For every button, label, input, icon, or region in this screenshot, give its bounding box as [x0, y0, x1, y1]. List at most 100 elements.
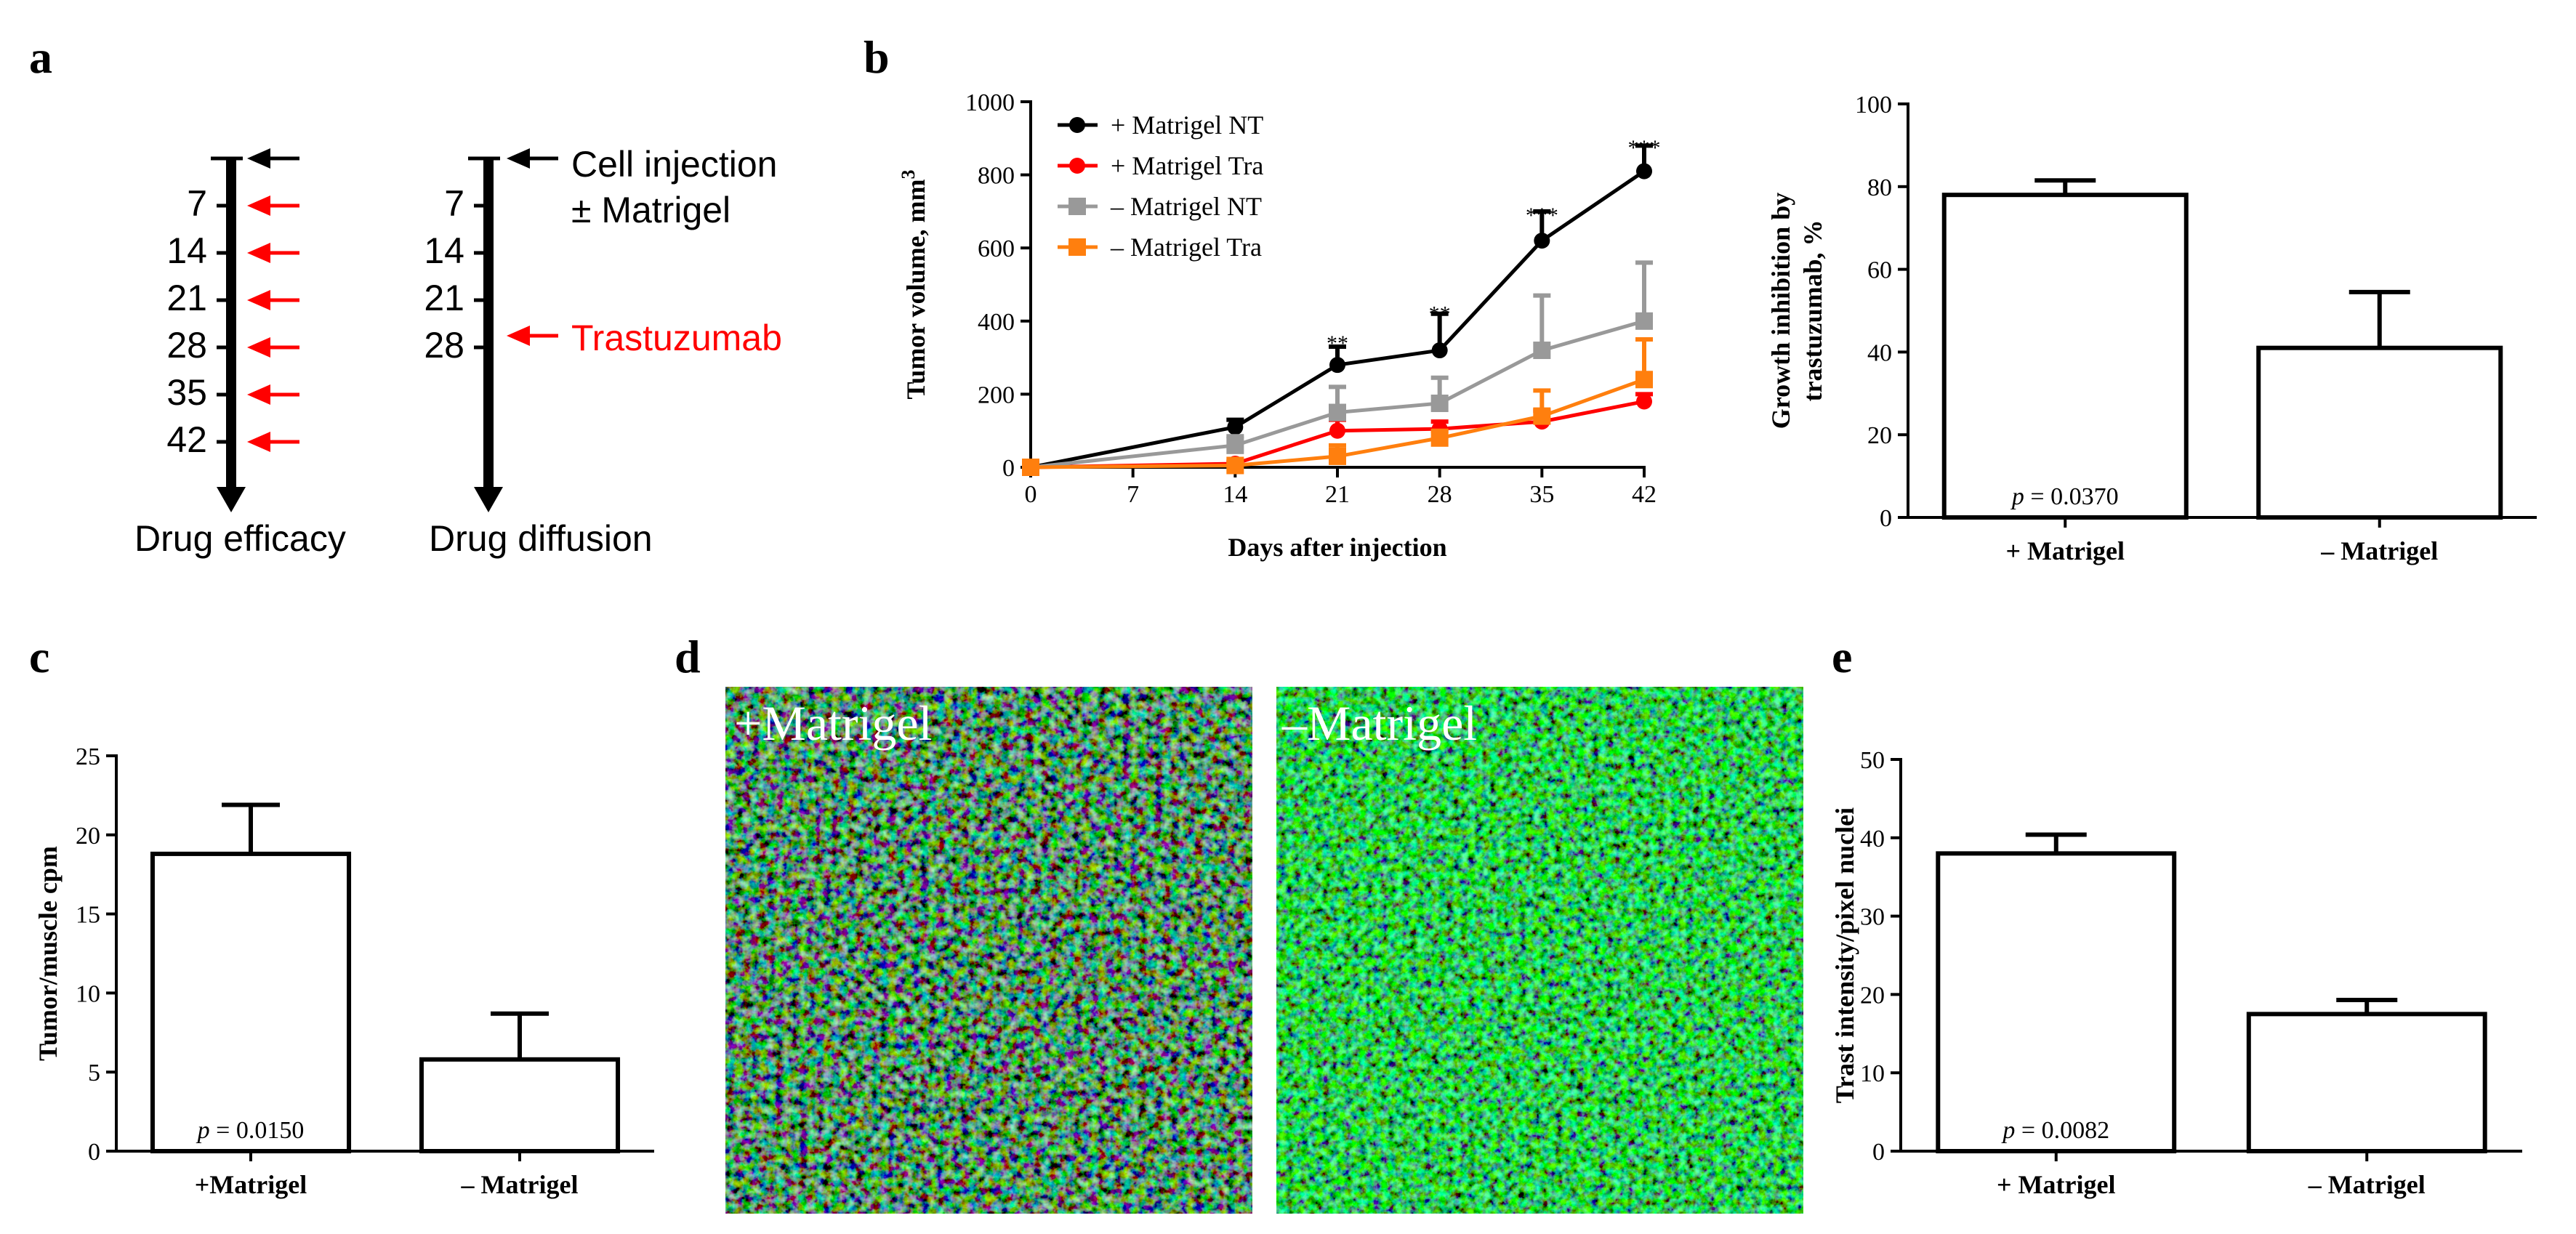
y-tick-label: 25 — [76, 743, 100, 770]
x-tick-label: 28 — [1428, 481, 1452, 508]
chart-trast-intensity: 0 10 20 30 40 50 + Matrigel – Matrigel p = 0.008… — [1830, 747, 2522, 1199]
y-tick-label: 60 — [1867, 257, 1892, 284]
y-tick-label: 1000 — [965, 89, 1015, 116]
panel-label-c: c — [29, 631, 49, 682]
x-tick-label: 21 — [1325, 481, 1350, 508]
panel-label-e: e — [1832, 631, 1852, 682]
drug-dose-arrowhead — [247, 384, 270, 405]
y-axis-label: Trast intensity/pixel nuclei — [1830, 807, 1859, 1103]
x-tick-label: 0 — [1025, 481, 1037, 508]
y-tick-label: 40 — [1867, 339, 1892, 366]
legend-label: – Matrigel NT — [1110, 192, 1262, 221]
y-tick-label: 20 — [76, 823, 100, 850]
y-tick-label: 20 — [1860, 982, 1885, 1009]
significance-marker: ** — [1327, 331, 1348, 355]
timeline-diffusion-tick-label: 28 — [424, 325, 464, 366]
y-tick-label: 200 — [978, 382, 1015, 408]
y-tick-label: 40 — [1860, 826, 1885, 852]
drug-dose-arrowhead — [247, 432, 270, 452]
bar — [2246, 1012, 2487, 1153]
legend-label: + Matrigel NT — [1111, 110, 1263, 140]
bar — [150, 851, 352, 1153]
data-point — [1533, 407, 1551, 425]
drug-dose-arrowhead — [247, 337, 270, 358]
y-axis-label-line2: trastuzumab, % — [1798, 220, 1827, 402]
data-point — [1430, 429, 1449, 447]
timeline-efficacy-tick-label: 35 — [166, 372, 207, 413]
timeline-efficacy-tick-label: 14 — [166, 230, 207, 271]
p-value-number: = 0.0082 — [2015, 1117, 2109, 1144]
bar — [1936, 851, 2177, 1153]
microscopy-right-texture — [1276, 687, 1803, 1214]
microscopy-left-texture — [725, 687, 1252, 1214]
panel-label-d: d — [675, 631, 701, 682]
data-point — [1226, 456, 1244, 475]
panel-label-b: b — [864, 31, 890, 83]
category-label: – Matrigel — [461, 1170, 579, 1199]
y-axis-label-superscript: 3 — [898, 169, 919, 179]
y-tick-label: 0 — [88, 1139, 100, 1166]
y-tick-label: 0 — [1872, 1139, 1885, 1166]
data-point — [1430, 394, 1449, 412]
x-tick-label: 35 — [1529, 481, 1554, 508]
trastuzumab-label: Trastuzumab — [571, 318, 782, 358]
y-tick-label: 0 — [1002, 455, 1015, 482]
x-tick-label: 14 — [1223, 481, 1247, 508]
data-point — [1533, 342, 1551, 360]
y-tick-label: 80 — [1867, 174, 1892, 201]
category-label: – Matrigel — [2308, 1170, 2426, 1199]
panel-label-a: a — [29, 31, 52, 83]
data-point — [1227, 419, 1244, 435]
p-symbol: p — [2011, 483, 2024, 510]
x-tick-label: 42 — [1632, 481, 1657, 508]
cell-injection-arrowhead — [507, 148, 530, 169]
data-point — [1329, 447, 1346, 465]
microscopy-left-label: +Matrigel — [734, 695, 933, 751]
category-label: + Matrigel — [2006, 536, 2125, 565]
series-line — [1030, 169, 1646, 469]
data-point — [1329, 422, 1345, 439]
legend-swatch-marker — [1068, 238, 1086, 256]
timeline-efficacy-caption: Drug efficacy — [134, 518, 346, 559]
timeline-diffusion: Cell injection ± Matrigel Trastuzumab 7 1… — [424, 144, 782, 559]
injection-arrowhead — [247, 148, 270, 169]
data-point — [1534, 233, 1550, 249]
significance-marker: ** — [1429, 302, 1451, 326]
y-tick-label: 30 — [1860, 904, 1885, 931]
data-point — [1636, 393, 1652, 410]
microscopy-image-minus-matrigel: –Matrigel — [1276, 687, 1803, 1214]
drug-dose-arrowhead — [247, 195, 270, 216]
bar — [2256, 345, 2503, 520]
category-label: + Matrigel — [1997, 1170, 2115, 1199]
p-symbol: p — [196, 1117, 210, 1144]
chart-tumor-volume: 0 200 400 600 800 1000 0 7 14 21 28 35 42 Days after … — [898, 89, 1661, 562]
y-tick-label: 20 — [1867, 422, 1892, 449]
chart-growth-inhibition: 0 20 40 60 80 100 + Matrigel – Matrigel p = 0.03… — [1766, 92, 2537, 565]
y-tick-label: 400 — [978, 309, 1015, 336]
legend-label: – Matrigel Tra — [1110, 233, 1262, 262]
timeline-efficacy: 7 14 21 28 35 42 Drug efficacy — [134, 148, 346, 559]
p-value: p = 0.0082 — [2001, 1117, 2109, 1144]
y-tick-label: 50 — [1860, 747, 1885, 774]
timeline-efficacy-tick-label: 21 — [166, 278, 207, 318]
y-tick-label: 10 — [76, 980, 100, 1007]
microscopy-right-label: –Matrigel — [1281, 695, 1477, 751]
legend-swatch-marker — [1069, 117, 1085, 133]
y-tick-label: 5 — [88, 1060, 100, 1086]
series-line — [1030, 319, 1645, 469]
timeline-diffusion-tick-label: 14 — [424, 230, 464, 271]
y-tick-label: 10 — [1860, 1060, 1885, 1087]
timeline-efficacy-tick-label: 28 — [166, 325, 207, 366]
series-line — [1030, 377, 1645, 469]
matrigel-label: ± Matrigel — [571, 190, 730, 230]
significance-marker: *** — [1628, 136, 1661, 160]
data-point — [1431, 342, 1448, 359]
data-point — [1329, 357, 1345, 374]
trastuzumab-arrowhead — [507, 326, 530, 346]
drug-dose-arrowhead — [247, 290, 270, 310]
legend-swatch-marker — [1069, 158, 1085, 174]
category-label: – Matrigel — [2320, 536, 2438, 565]
microscopy-image-plus-matrigel: +Matrigel — [725, 687, 1252, 1214]
data-point — [1022, 459, 1039, 476]
